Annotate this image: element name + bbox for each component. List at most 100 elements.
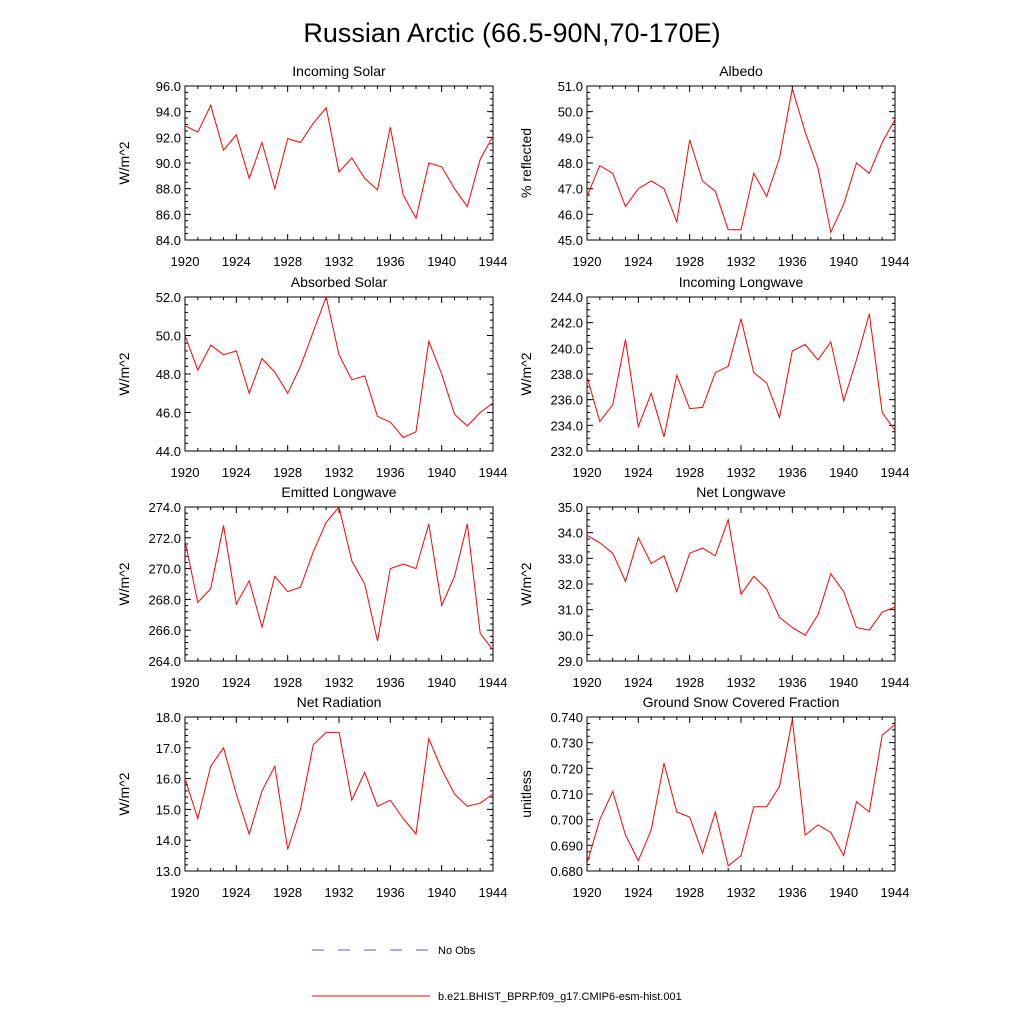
y-tick-label: 84.0 — [156, 233, 181, 248]
panel-title: Net Longwave — [696, 484, 786, 500]
y-tick-label: 266.0 — [148, 623, 181, 638]
y-tick-label: 88.0 — [156, 182, 181, 197]
y-tick-label: 46.0 — [558, 207, 583, 222]
y-tick-label: 234.0 — [550, 418, 583, 433]
x-tick-label: 1920 — [573, 254, 602, 269]
y-tick-label: 48.0 — [558, 156, 583, 171]
x-tick-label: 1928 — [675, 254, 704, 269]
x-tick-label: 1936 — [376, 675, 405, 690]
y-tick-label: 94.0 — [156, 105, 181, 120]
y-axis-label: W/m^2 — [116, 772, 132, 815]
y-axis-label: W/m^2 — [518, 562, 534, 605]
x-tick-label: 1940 — [829, 675, 858, 690]
panel-7: Net Radiation 1920 1924 1928 1932 1936 1940 194… — [116, 694, 507, 900]
y-axis-label: W/m^2 — [116, 352, 132, 395]
y-tick-label: 92.0 — [156, 130, 181, 145]
series-line — [586, 313, 896, 438]
y-tick-label: 0.680 — [550, 864, 583, 879]
series-line — [586, 719, 896, 867]
series-line — [184, 103, 494, 220]
y-tick-label: 52.0 — [156, 290, 181, 305]
y-tick-label: 14.0 — [156, 833, 181, 848]
panel-title: Incoming Solar — [292, 63, 386, 79]
series-line — [586, 517, 896, 636]
series-line — [184, 505, 494, 651]
y-tick-label: 33.0 — [558, 551, 583, 566]
x-tick-label: 1932 — [727, 885, 756, 900]
y-tick-label: 0.730 — [550, 736, 583, 751]
y-tick-label: 272.0 — [148, 531, 181, 546]
y-tick-label: 244.0 — [550, 290, 583, 305]
x-tick-label: 1924 — [624, 465, 653, 480]
x-tick-label: 1920 — [573, 885, 602, 900]
y-tick-label: 232.0 — [550, 444, 583, 459]
series-line — [184, 731, 494, 850]
x-tick-label: 1936 — [778, 254, 807, 269]
y-tick-label: 50.0 — [156, 329, 181, 344]
y-tick-label: 15.0 — [156, 802, 181, 817]
y-tick-label: 0.710 — [550, 787, 583, 802]
x-tick-label: 1940 — [427, 465, 456, 480]
legend-model-label: b.e21.BHIST_BPRP.f09_g17.CMIP6-esm-hist.… — [438, 991, 682, 1003]
x-tick-label: 1940 — [427, 885, 456, 900]
y-tick-label: 51.0 — [558, 79, 583, 94]
panel-5: Emitted Longwave 1920 1924 1928 1932 1936 1940… — [116, 484, 507, 690]
x-tick-label: 1940 — [829, 885, 858, 900]
x-tick-label: 1928 — [273, 254, 302, 269]
panel-6: Net Longwave 1920 1924 1928 1932 1936 1940 1944… — [518, 484, 909, 690]
x-tick-label: 1936 — [376, 885, 405, 900]
x-tick-label: 1936 — [376, 465, 405, 480]
panel-3: Absorbed Solar 1920 1924 1928 1932 1936 1940 19… — [116, 274, 507, 480]
x-tick-label: 1940 — [829, 465, 858, 480]
y-tick-label: 44.0 — [156, 444, 181, 459]
y-axis-label: % reflected — [518, 128, 534, 198]
x-tick-label: 1932 — [727, 465, 756, 480]
figure-title: Russian Arctic (66.5-90N,70-170E) — [303, 18, 720, 48]
x-tick-label: 1932 — [325, 465, 354, 480]
panel-1: Incoming Solar 1920 1924 1928 1932 1936 1940 19… — [116, 63, 507, 269]
x-tick-label: 1928 — [675, 885, 704, 900]
x-tick-label: 1928 — [273, 675, 302, 690]
legend-obs-label: No Obs — [438, 945, 476, 957]
x-tick-label: 1944 — [881, 675, 910, 690]
x-tick-label: 1936 — [778, 465, 807, 480]
legend: No Obs b.e21.BHIST_BPRP.f09_g17.CMIP6-es… — [312, 945, 682, 1003]
y-tick-label: 49.0 — [558, 130, 583, 145]
x-tick-label: 1932 — [325, 254, 354, 269]
x-tick-label: 1924 — [222, 254, 251, 269]
y-tick-label: 274.0 — [148, 500, 181, 515]
x-tick-label: 1928 — [675, 675, 704, 690]
x-tick-label: 1924 — [624, 885, 653, 900]
panel-grid: Incoming Solar 1920 1924 1928 1932 1936 1940 19… — [116, 63, 909, 900]
y-tick-label: 240.0 — [550, 341, 583, 356]
x-tick-label: 1932 — [727, 675, 756, 690]
x-tick-label: 1924 — [624, 675, 653, 690]
y-tick-label: 47.0 — [558, 182, 583, 197]
y-tick-label: 29.0 — [558, 654, 583, 669]
panel-title: Emitted Longwave — [281, 484, 396, 500]
x-tick-label: 1920 — [171, 465, 200, 480]
y-tick-label: 238.0 — [550, 367, 583, 382]
x-tick-label: 1920 — [171, 675, 200, 690]
x-tick-label: 1940 — [427, 675, 456, 690]
y-axis-label: W/m^2 — [518, 352, 534, 395]
x-tick-label: 1928 — [675, 465, 704, 480]
y-tick-label: 30.0 — [558, 628, 583, 643]
y-tick-label: 242.0 — [550, 316, 583, 331]
y-tick-label: 18.0 — [156, 710, 181, 725]
y-axis-label: W/m^2 — [116, 141, 132, 184]
x-tick-label: 1920 — [573, 465, 602, 480]
y-tick-label: 96.0 — [156, 79, 181, 94]
x-tick-label: 1928 — [273, 465, 302, 480]
panel-title: Absorbed Solar — [291, 274, 388, 290]
x-tick-label: 1928 — [273, 885, 302, 900]
panel-title: Incoming Longwave — [679, 274, 804, 290]
y-axis-label: unitless — [518, 770, 534, 817]
x-tick-label: 1924 — [222, 465, 251, 480]
y-tick-label: 45.0 — [558, 233, 583, 248]
y-tick-label: 50.0 — [558, 105, 583, 120]
y-tick-label: 32.0 — [558, 577, 583, 592]
x-tick-label: 1932 — [325, 885, 354, 900]
y-tick-label: 0.740 — [550, 710, 583, 725]
